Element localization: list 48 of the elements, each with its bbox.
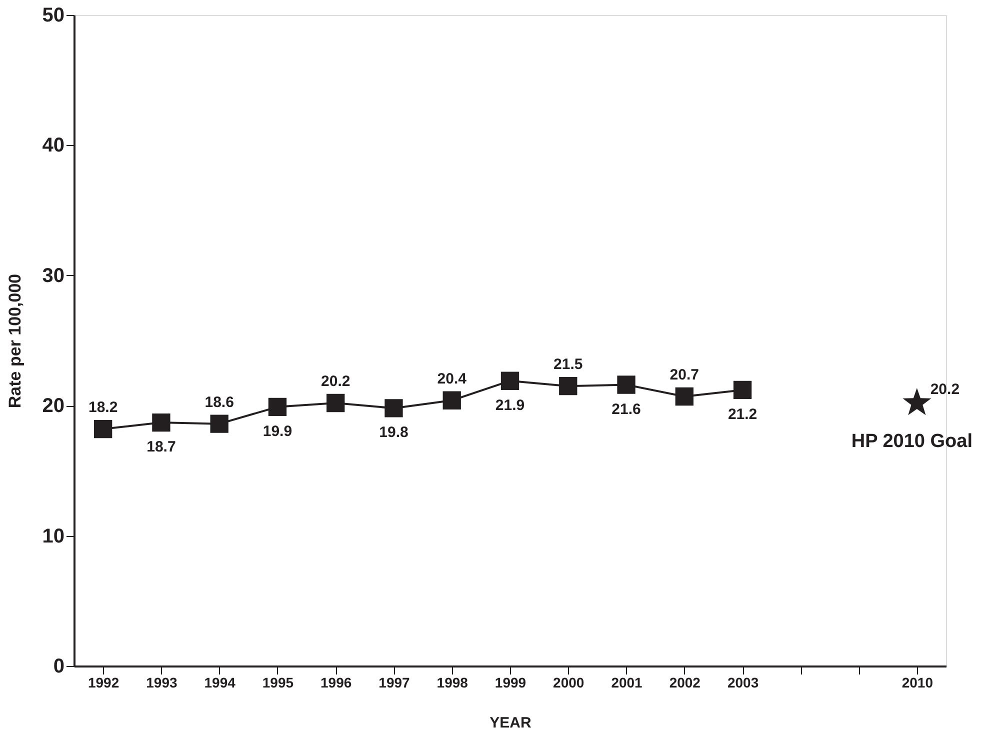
- y-tick-label: 10: [42, 525, 64, 548]
- x-tick-label: 1999: [494, 674, 526, 690]
- x-tick-label: 1994: [204, 674, 236, 690]
- point: [675, 387, 694, 406]
- series-label: HP 2010 Goal: [851, 430, 972, 452]
- data-label: 18.6: [204, 394, 234, 411]
- point: [733, 380, 752, 400]
- point: [268, 398, 287, 416]
- x-tick-label: 2010: [902, 674, 934, 690]
- x-tick-label: 1997: [378, 674, 410, 690]
- point: [210, 414, 228, 433]
- x-tick-label: 2000: [553, 674, 584, 690]
- point: [617, 376, 636, 394]
- data-label: 21.6: [612, 400, 641, 418]
- x-tick-label: 1995: [262, 674, 294, 690]
- data-label: 21.5: [554, 356, 583, 374]
- x-axis-title: YEAR: [490, 714, 532, 732]
- point: [94, 420, 112, 438]
- data-label: 18.7: [146, 438, 176, 456]
- x-tick-label: 2001: [611, 674, 643, 690]
- x-tick-label: 2002: [669, 674, 701, 690]
- data-label: 21.2: [728, 406, 758, 423]
- x-tick-label: 1998: [436, 674, 468, 690]
- x-tick-label: 1993: [146, 674, 178, 690]
- y-tick-label: 40: [42, 134, 64, 157]
- x-tick-label: 2003: [727, 674, 759, 690]
- x-tick-label: 1996: [320, 674, 352, 690]
- data-label: 21.9: [495, 396, 525, 414]
- y-axis-title: Rate per 100,000: [5, 274, 24, 408]
- point: [442, 391, 461, 410]
- point: [152, 413, 170, 432]
- data-label: 20.7: [670, 366, 699, 384]
- data-label: 19.8: [379, 424, 408, 442]
- y-tick-label: 0: [53, 656, 64, 678]
- point: [500, 372, 520, 390]
- x-tick-label: 1992: [88, 674, 120, 690]
- data-label: 20.4: [437, 370, 468, 388]
- point: [384, 399, 403, 418]
- point: [326, 394, 345, 412]
- y-tick-label: 20: [42, 395, 64, 418]
- point: [559, 376, 578, 396]
- data-label: 20.2: [930, 380, 960, 398]
- data-label: 20.2: [321, 372, 350, 390]
- y-tick-label: 30: [42, 264, 64, 287]
- point: [902, 388, 932, 416]
- y-tick-label: 50: [42, 4, 64, 26]
- data-label: 19.9: [262, 422, 292, 440]
- data-label: 18.2: [88, 399, 118, 416]
